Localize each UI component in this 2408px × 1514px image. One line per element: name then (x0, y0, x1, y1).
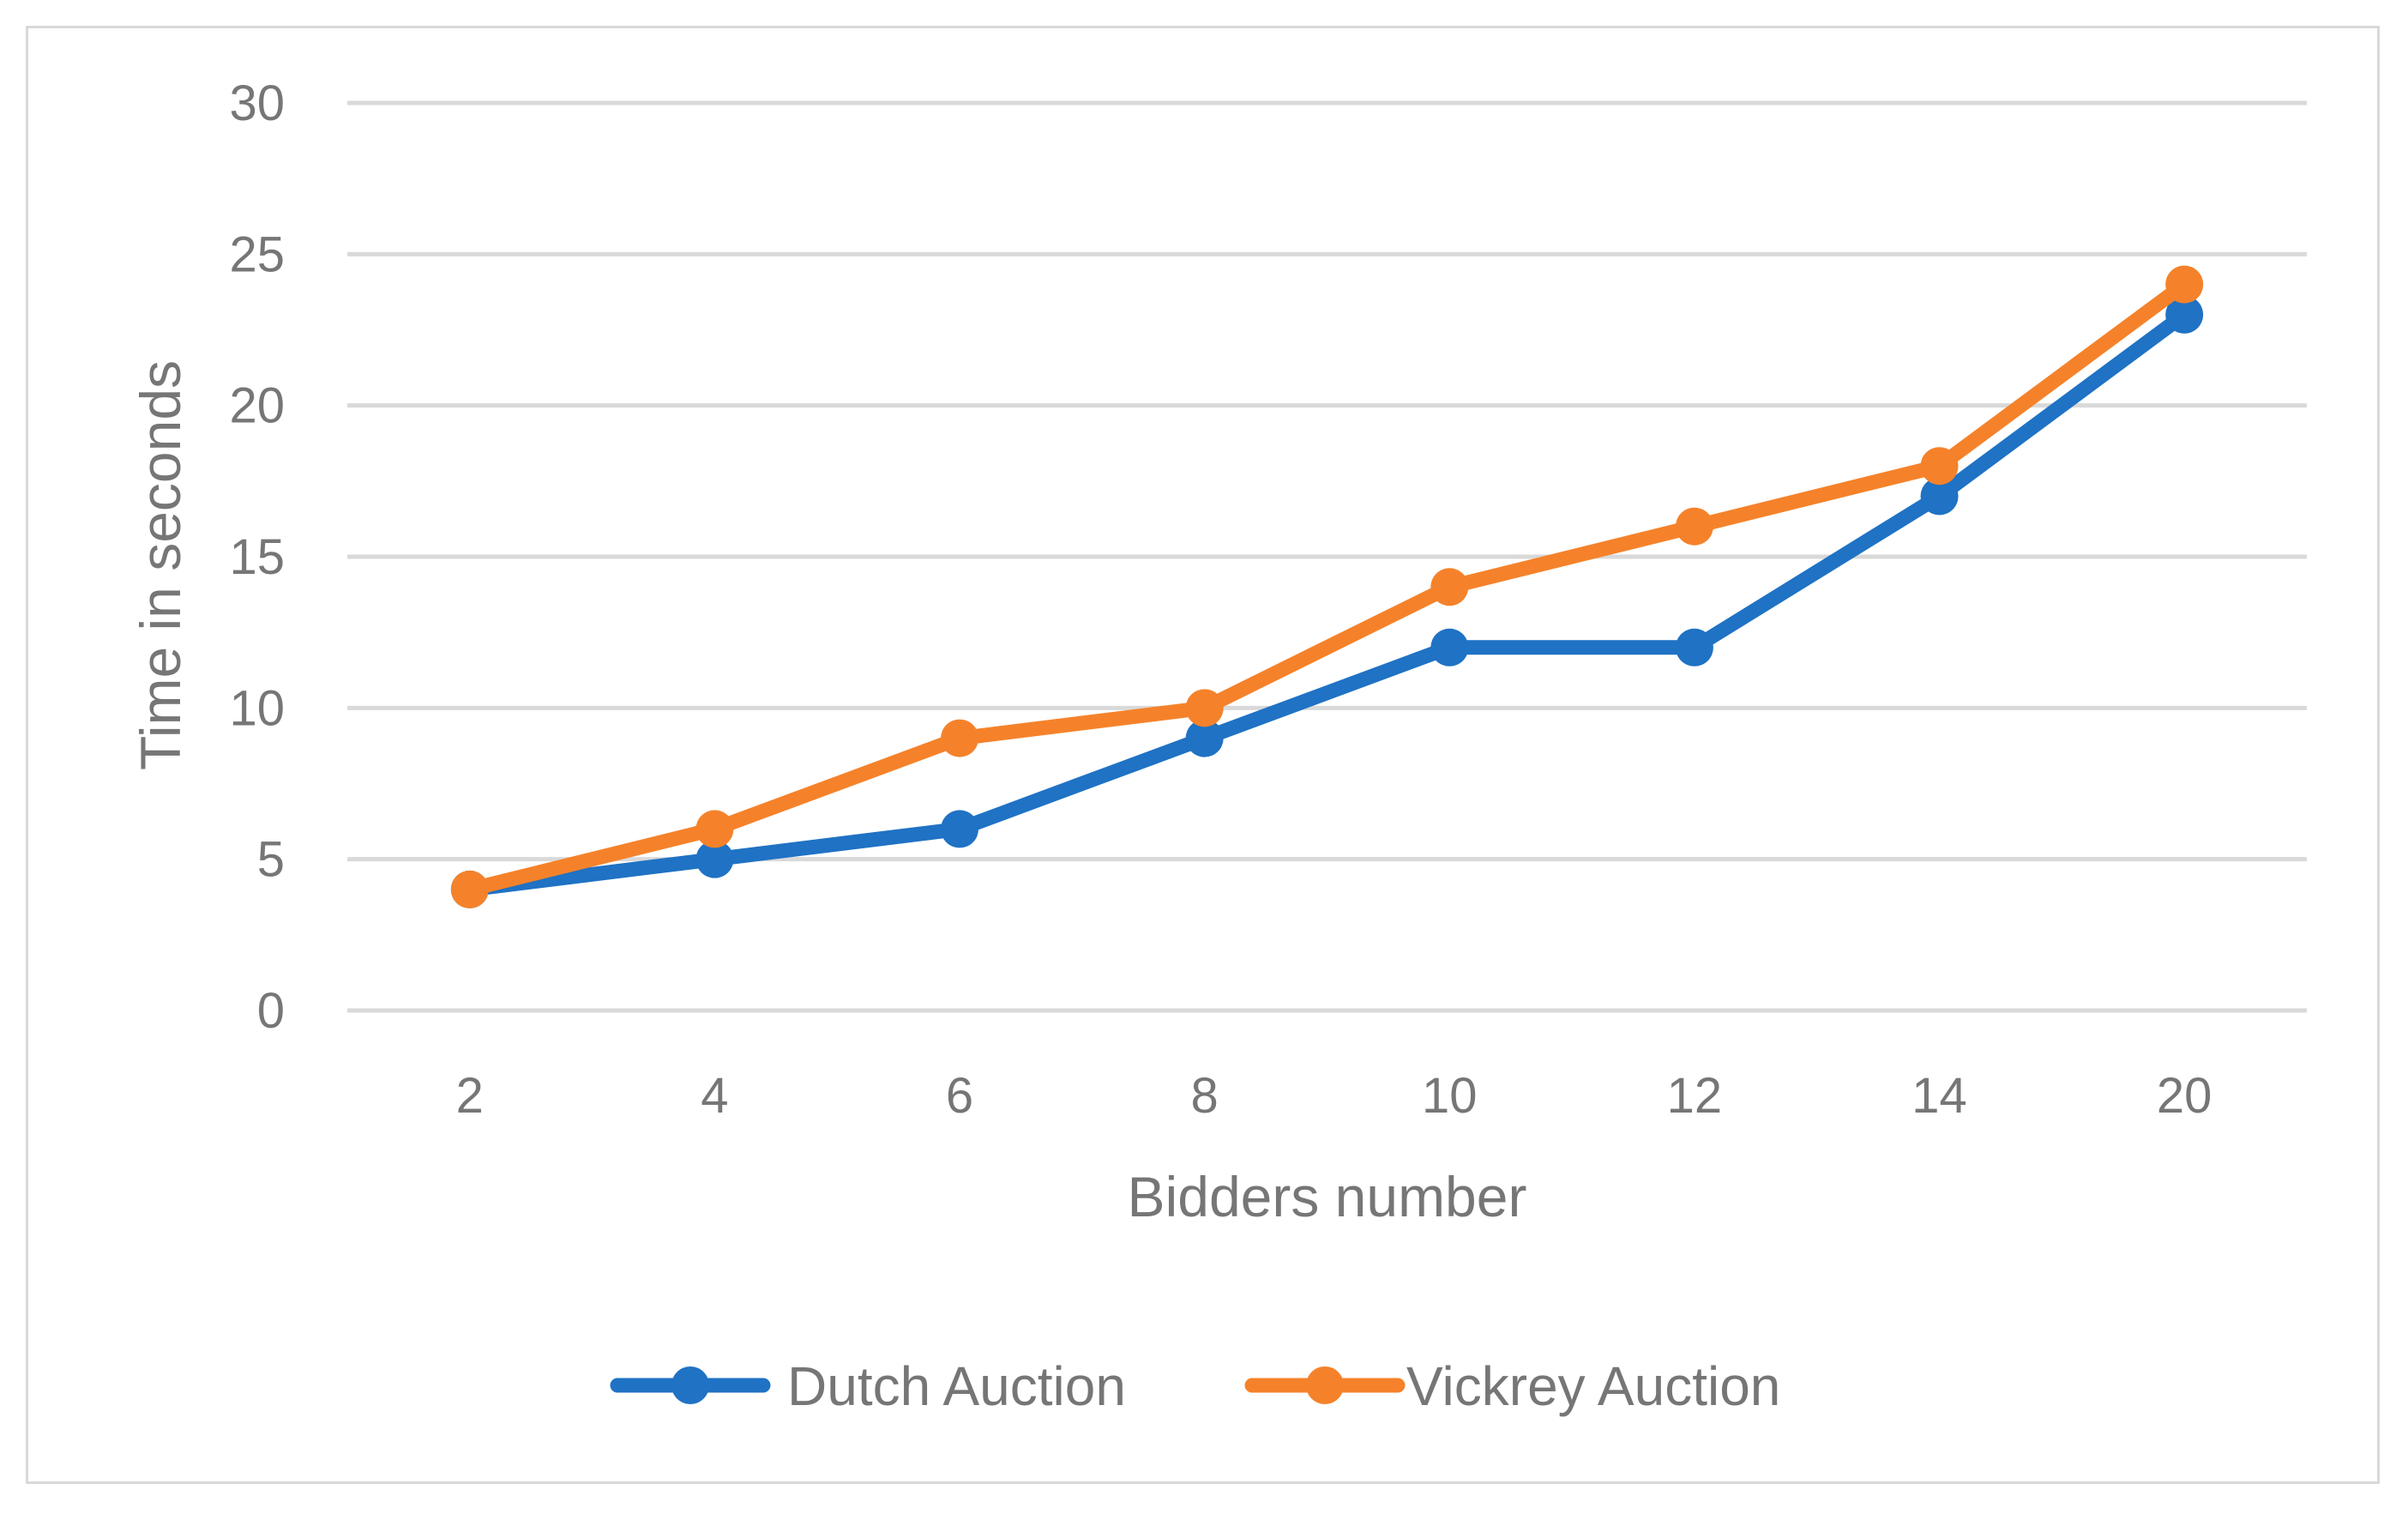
legend-item: Dutch Auction (610, 1355, 1126, 1417)
y-axis-title: Time in seconds (129, 360, 192, 770)
data-point (1430, 568, 1469, 606)
y-tick-label: 30 (229, 75, 285, 131)
y-tick-label: 20 (229, 378, 285, 434)
data-point (1675, 628, 1713, 667)
legend: Dutch Auction Vickrey Auction (610, 1355, 1780, 1417)
series-2 (450, 265, 2204, 908)
y-tick-label: 25 (229, 226, 285, 282)
y-tick-label: 0 (257, 983, 285, 1039)
x-tick-label: 14 (1911, 1068, 1967, 1124)
x-tick-label: 2 (456, 1068, 484, 1124)
x-axis-ticks: 2 4 6 8 10 12 14 20 (456, 1068, 2212, 1124)
x-tick-label: 6 (946, 1068, 973, 1124)
data-point (1430, 628, 1469, 667)
data-point (1185, 719, 1224, 757)
x-tick-label: 20 (2157, 1068, 2212, 1124)
legend-label: Dutch Auction (787, 1355, 1126, 1417)
legend-item: Vickrey Auction (1244, 1355, 1780, 1417)
data-point (1920, 447, 1959, 486)
data-point (1185, 689, 1224, 727)
series-line (462, 307, 2192, 897)
x-tick-label: 8 (1191, 1068, 1219, 1124)
series (450, 265, 2204, 908)
x-axis-title: Bidders number (1128, 1165, 1527, 1228)
data-point (1920, 477, 1959, 516)
y-tick-label: 15 (229, 529, 285, 585)
data-point (695, 810, 734, 848)
y-tick-label: 10 (229, 680, 285, 736)
data-point (2165, 295, 2204, 334)
x-tick-label: 12 (1667, 1068, 1723, 1124)
legend-swatch-marker (671, 1366, 709, 1404)
data-point (695, 840, 734, 878)
x-tick-label: 4 (701, 1068, 728, 1124)
y-axis-ticks: 0 5 10 15 20 25 30 (229, 75, 285, 1039)
y-tick-label: 5 (257, 832, 285, 888)
series-line (462, 277, 2192, 897)
data-point (450, 870, 489, 908)
legend-swatch-marker (1306, 1366, 1344, 1404)
data-point (941, 810, 979, 848)
data-point (941, 719, 979, 757)
x-tick-label: 10 (1422, 1068, 1478, 1124)
data-point (1675, 507, 1713, 546)
legend-label: Vickrey Auction (1406, 1355, 1780, 1417)
data-point (2165, 265, 2204, 304)
